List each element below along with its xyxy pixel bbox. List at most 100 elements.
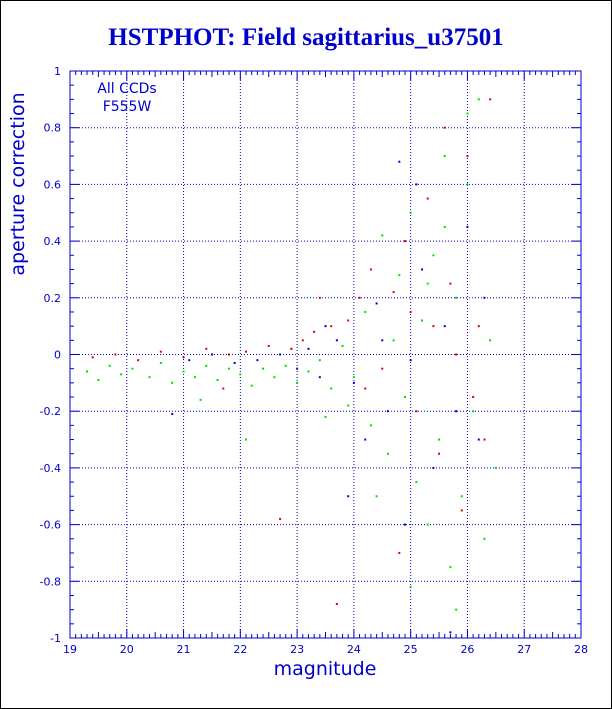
data-point (466, 183, 469, 186)
data-point (483, 537, 486, 540)
data-point (443, 325, 446, 328)
data-point (279, 517, 282, 520)
data-point (245, 438, 248, 441)
data-point (114, 353, 117, 356)
data-point (415, 410, 418, 413)
data-point (86, 370, 89, 373)
data-point (432, 466, 435, 469)
data-point (426, 197, 429, 200)
y-tick-label: 0.6 (44, 178, 62, 191)
data-points (86, 98, 497, 634)
data-point (421, 319, 424, 322)
data-point (245, 350, 248, 353)
data-point (171, 413, 174, 416)
data-point (330, 387, 333, 390)
data-point (216, 379, 219, 382)
data-point (455, 296, 458, 299)
y-tick-label: 0.2 (44, 292, 62, 305)
y-tick-label: -0.4 (40, 462, 61, 475)
data-point (364, 310, 367, 313)
data-point (449, 631, 452, 634)
grid (70, 71, 581, 638)
data-point (91, 356, 94, 359)
data-point (386, 410, 389, 413)
data-point (137, 359, 140, 362)
data-point (432, 254, 435, 257)
data-point (335, 339, 338, 342)
data-point (375, 495, 378, 498)
data-point (369, 268, 372, 271)
data-point (358, 296, 361, 299)
data-point (415, 183, 418, 186)
data-point (341, 344, 344, 347)
data-point (199, 398, 202, 401)
data-point (472, 410, 475, 413)
data-point (466, 225, 469, 228)
data-point (318, 376, 321, 379)
data-point (148, 376, 151, 379)
data-point (239, 373, 242, 376)
data-point (267, 344, 270, 347)
data-point (296, 381, 299, 384)
data-point (477, 325, 480, 328)
data-point (352, 381, 355, 384)
data-point (233, 362, 236, 365)
data-point (477, 98, 480, 101)
data-point (415, 481, 418, 484)
x-tick-label: 25 (404, 643, 418, 656)
data-point (381, 234, 384, 237)
data-point (318, 359, 321, 362)
data-point (398, 160, 401, 163)
data-point (375, 302, 378, 305)
x-tick-label: 28 (574, 643, 588, 656)
y-axis-label: aperture correction (7, 92, 29, 275)
x-axis-label: magnitude (274, 658, 377, 680)
data-point (131, 367, 134, 370)
data-point (159, 350, 162, 353)
data-point (386, 452, 389, 455)
data-point (381, 339, 384, 342)
x-tick-label: 21 (177, 643, 191, 656)
x-tick-label: 20 (120, 643, 134, 656)
data-point (494, 466, 497, 469)
data-point (97, 379, 100, 382)
data-point (409, 359, 412, 362)
data-point (455, 353, 458, 356)
data-point (227, 367, 230, 370)
data-point (222, 387, 225, 390)
data-point (369, 424, 372, 427)
data-point (364, 438, 367, 441)
data-point (466, 112, 469, 115)
annotation-filter: F555W (103, 99, 152, 115)
y-tick-label: 0.8 (44, 122, 62, 135)
data-point (335, 602, 338, 605)
data-point (403, 523, 406, 526)
data-point (477, 438, 480, 441)
data-point (205, 347, 208, 350)
axes: 19 20 21 22 23 24 25 26 27 28 -1 -0.8 -0.6 -0.4 -0.2 0 0… (40, 65, 588, 656)
data-point (381, 367, 384, 370)
y-tick-label: -0.8 (40, 575, 61, 588)
x-tick-label: 23 (290, 643, 304, 656)
data-point (443, 155, 446, 158)
data-point (352, 376, 355, 379)
data-point (279, 353, 282, 356)
data-point (205, 364, 208, 367)
data-point (432, 325, 435, 328)
data-point (307, 370, 310, 373)
data-point (409, 585, 412, 588)
data-point (466, 155, 469, 158)
x-tick-label: 24 (347, 643, 361, 656)
data-point (455, 410, 458, 413)
data-point (290, 347, 293, 350)
data-point (182, 370, 185, 373)
data-point (273, 376, 276, 379)
data-point (449, 282, 452, 285)
data-point (426, 523, 429, 526)
data-point (250, 384, 253, 387)
data-point (483, 438, 486, 441)
data-point (443, 126, 446, 129)
data-point (426, 282, 429, 285)
data-point (449, 566, 452, 569)
data-point (182, 356, 185, 359)
